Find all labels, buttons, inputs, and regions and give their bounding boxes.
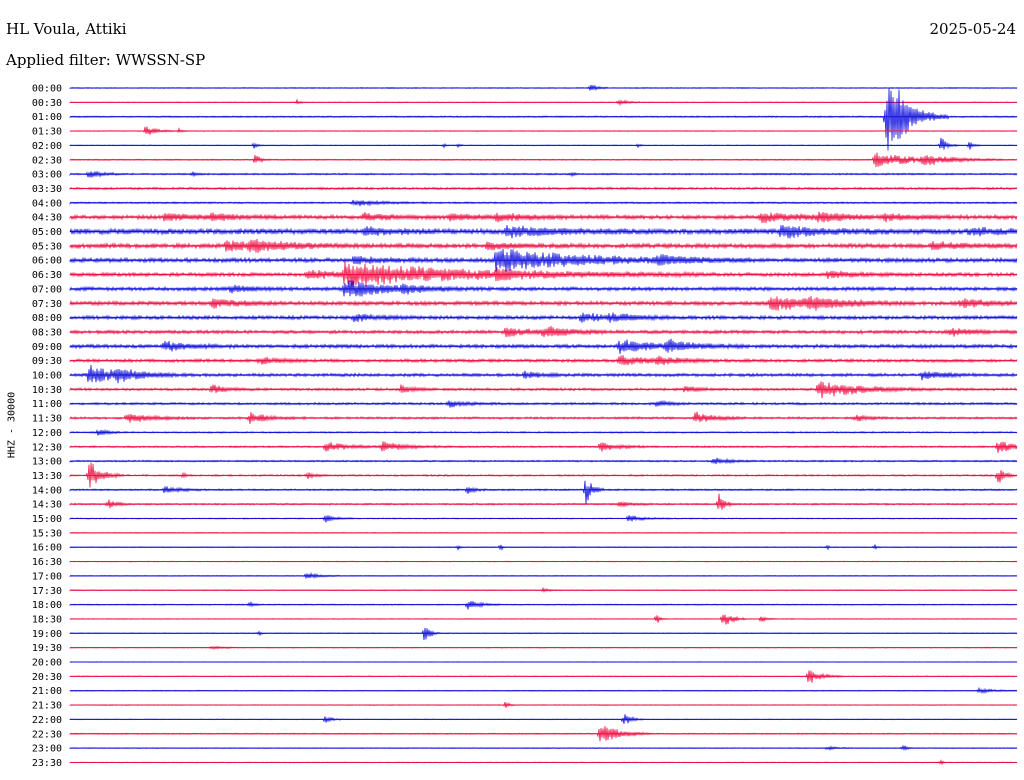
row-time-label: 09:30: [32, 356, 62, 367]
trace-row-37: [69, 614, 1018, 625]
row-time-label: 00:00: [32, 84, 62, 95]
row-time-label: 02:00: [32, 141, 62, 152]
row-time-label: 14:00: [32, 485, 62, 496]
row-time-label: 20:00: [32, 658, 62, 669]
row-time-label: 21:00: [32, 686, 62, 697]
row-time-label: 13:00: [32, 457, 62, 468]
row-time-label: 15:30: [32, 528, 62, 539]
row-time-label: 22:30: [32, 729, 62, 740]
row-time-label: 02:30: [32, 155, 62, 166]
row-time-label: 11:00: [32, 399, 62, 410]
trace-row-9: [69, 211, 1018, 224]
row-time-label: 18:30: [32, 614, 62, 625]
row-time-label: 21:30: [32, 701, 62, 712]
trace-row-15: [69, 295, 1018, 311]
trace-row-27: [69, 462, 1018, 488]
row-time-label: 04:00: [32, 198, 62, 209]
trace-row-2: [69, 87, 1018, 151]
row-time-label: 05:30: [32, 241, 62, 252]
row-time-label: 17:00: [32, 571, 62, 582]
row-time-label: 17:30: [32, 586, 62, 597]
row-time-label: 20:30: [32, 672, 62, 683]
station-title: HL Voula, Attiki: [6, 20, 127, 38]
row-time-label: 03:00: [32, 170, 62, 181]
filter-label: Applied filter: WWSSN-SP: [6, 51, 206, 69]
trace-row-22: [69, 399, 1018, 408]
row-time-label: 13:30: [32, 471, 62, 482]
row-time-label: 03:30: [32, 184, 62, 195]
trace-row-16: [69, 312, 1018, 323]
row-time-label: 22:00: [32, 715, 62, 726]
row-time-label: 01:30: [32, 127, 62, 138]
row-time-label: 05:00: [32, 227, 62, 238]
row-time-label: 19:00: [32, 629, 62, 640]
row-time-label: 10:30: [32, 385, 62, 396]
row-time-label: 15:00: [32, 514, 62, 525]
trace-row-28: [69, 480, 1018, 504]
trace-row-29: [69, 493, 1018, 510]
trace-row-38: [69, 627, 1018, 641]
trace-row-11: [69, 238, 1018, 253]
trace-row-10: [69, 225, 1018, 239]
row-time-label: 04:30: [32, 213, 62, 224]
row-time-label: 16:30: [32, 557, 62, 568]
row-time-label: 01:00: [32, 112, 62, 123]
trace-row-36: [69, 601, 1018, 610]
row-time-label: 09:00: [32, 342, 62, 353]
trace-row-12: [69, 248, 1018, 272]
row-time-label: 14:30: [32, 500, 62, 511]
row-time-label: 23:00: [32, 744, 62, 755]
row-time-label: 06:00: [32, 256, 62, 267]
row-time-label: 23:30: [32, 758, 62, 769]
row-time-label: 10:00: [32, 371, 62, 382]
row-time-label: 08:00: [32, 313, 62, 324]
row-time-label: 12:00: [32, 428, 62, 439]
trace-row-13: [69, 261, 1018, 287]
row-time-label: 18:00: [32, 600, 62, 611]
trace-row-14: [69, 280, 1018, 297]
row-time-label: 19:30: [32, 643, 62, 654]
trace-row-4: [69, 137, 1018, 150]
row-time-label: 06:30: [32, 270, 62, 281]
date-label: 2025-05-24: [929, 20, 1016, 38]
row-time-label: 00:30: [32, 98, 62, 109]
trace-row-21: [69, 381, 1018, 399]
row-time-label: 12:30: [32, 442, 62, 453]
trace-row-19: [69, 355, 1018, 366]
row-time-label: 11:30: [32, 414, 62, 425]
row-time-label: 07:00: [32, 284, 62, 295]
trace-row-18: [69, 338, 1018, 354]
row-time-label: 08:30: [32, 327, 62, 338]
row-time-label: 07:30: [32, 299, 62, 310]
row-time-label: 16:00: [32, 543, 62, 554]
trace-row-20: [69, 364, 1018, 384]
